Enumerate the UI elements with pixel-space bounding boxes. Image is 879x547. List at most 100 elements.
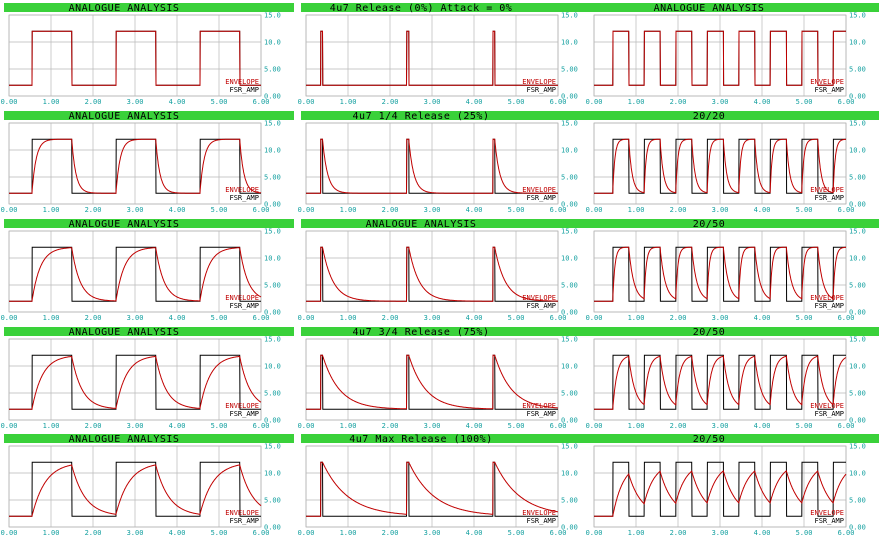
y-tick-label: 15.0 (264, 120, 281, 128)
chart-svg: ANALOGUE ANALYSIS 0.00 1.00 2.00 3.00 4.00 5.0… (1, 111, 294, 214)
chart-svg: 4u7 Max Release (100%) 0.00 1.00 2.00 3.00 4.… (298, 434, 591, 537)
legend-envelope: ENVELOPE (522, 294, 556, 302)
y-tick-label: 15.0 (561, 443, 578, 451)
legend-fsr-amp: FSR_AMP (526, 302, 556, 310)
x-tick-label: 2.00 (670, 529, 687, 537)
x-tick-label: 5.00 (211, 314, 228, 322)
chart-panel: 20/20 0.00 1.00 2.00 3.00 4.00 5.00 6.00 0.00 5.0… (586, 111, 879, 217)
y-tick-label: 10.0 (561, 470, 578, 478)
chart-svg: 20/200.00 1.00 2.00 3.00 4.00 5.00 6.000.005.0… (586, 111, 879, 214)
legend-fsr-amp: FSR_AMP (229, 410, 259, 418)
title-bar (301, 111, 591, 120)
x-tick-label: 1.00 (628, 206, 645, 214)
x-tick-label: 3.00 (712, 98, 729, 106)
chart-svg: ANALOGUE ANALYSIS 0.00 1.00 2.00 3.00 4.00 5.0… (1, 434, 294, 537)
y-tick-label: 0.00 (264, 524, 281, 532)
x-tick-label: 4.00 (754, 422, 771, 430)
title-bar (4, 111, 294, 120)
x-tick-label: 0.00 (586, 422, 603, 430)
x-tick-label: 5.00 (211, 422, 228, 430)
y-tick-label: 15.0 (264, 12, 281, 20)
envelope-series-line (306, 246, 558, 302)
x-tick-label: 6.00 (550, 98, 567, 106)
legend-envelope: ENVELOPE (810, 509, 844, 517)
y-tick-label: 15.0 (849, 228, 866, 236)
x-tick-label: 4.00 (754, 529, 771, 537)
chart-panel: 20/50 0.00 1.00 2.00 3.00 4.00 5.00 6.00 0.00 5.0… (586, 434, 879, 540)
legend-envelope: ENVELOPE (522, 186, 556, 194)
x-tick-label: 6.00 (550, 422, 567, 430)
x-tick-label: 1.00 (340, 314, 357, 322)
y-tick-label: 5.00 (849, 174, 866, 182)
title-bar (4, 434, 294, 443)
chart-svg: 4u7 3/4 Release (75%) 0.00 1.00 2.00 3.00 4.0… (298, 327, 591, 430)
x-tick-label: 0.00 (1, 206, 18, 214)
x-tick-label: 2.00 (85, 529, 102, 537)
y-tick-label: 0.00 (264, 309, 281, 317)
x-tick-label: 5.00 (508, 529, 525, 537)
y-tick-label: 5.00 (264, 497, 281, 505)
fsr-amp-series-line (9, 354, 261, 410)
x-tick-label: 2.00 (670, 422, 687, 430)
x-tick-label: 4.00 (169, 422, 186, 430)
legend-fsr-amp: FSR_AMP (229, 194, 259, 202)
x-tick-label: 5.00 (508, 422, 525, 430)
x-tick-label: 3.00 (424, 314, 441, 322)
y-tick-label: 5.00 (849, 390, 866, 398)
chart-panel: 20/50 0.00 1.00 2.00 3.00 4.00 5.00 6.00 0.00 5.0… (586, 327, 879, 433)
x-tick-label: 6.00 (838, 314, 855, 322)
legend-fsr-amp: FSR_AMP (814, 194, 844, 202)
chart-title: 20/50 (693, 327, 726, 338)
x-tick-label: 1.00 (43, 422, 60, 430)
x-tick-label: 6.00 (838, 529, 855, 537)
x-tick-label: 0.00 (298, 529, 315, 537)
y-tick-label: 15.0 (264, 443, 281, 451)
x-tick-label: 3.00 (712, 314, 729, 322)
y-tick-label: 0.00 (264, 417, 281, 425)
x-tick-label: 0.00 (586, 206, 603, 214)
legend-fsr-amp: FSR_AMP (526, 410, 556, 418)
y-tick-label: 0.00 (849, 524, 866, 532)
x-tick-label: 4.00 (169, 206, 186, 214)
envelope-series-line (594, 30, 846, 86)
title-bar (4, 327, 294, 336)
envelope-series-line (9, 355, 262, 410)
x-tick-label: 0.00 (1, 98, 18, 106)
fsr-amp-series-line (9, 461, 261, 517)
fsr-amp-series-line (9, 246, 261, 302)
y-tick-label: 10.0 (561, 39, 578, 47)
legend-fsr-amp: FSR_AMP (814, 86, 844, 94)
x-tick-label: 5.00 (796, 206, 813, 214)
y-tick-label: 5.00 (561, 282, 578, 290)
title-bar (589, 219, 879, 228)
x-tick-label: 4.00 (754, 98, 771, 106)
y-tick-label: 5.00 (849, 66, 866, 74)
y-tick-label: 15.0 (561, 228, 578, 236)
legend-fsr-amp: FSR_AMP (526, 86, 556, 94)
chart-title: 4u7 Max Release (100%) (349, 434, 492, 445)
title-bar (589, 434, 879, 443)
y-tick-label: 0.00 (561, 93, 578, 101)
chart-title: ANALOGUE ANALYSIS (69, 327, 180, 338)
x-tick-label: 3.00 (127, 206, 144, 214)
chart-svg: ANALOGUE ANALYSIS 0.00 1.00 2.00 3.00 4.00 5.0… (298, 219, 591, 322)
envelope-series-line (9, 138, 262, 194)
chart-panel: ANALOGUE ANALYSIS 0.00 1.00 2.00 3.00 4.00 5.0… (1, 219, 294, 325)
x-tick-label: 3.00 (127, 314, 144, 322)
x-tick-label: 2.00 (85, 314, 102, 322)
x-tick-label: 4.00 (754, 314, 771, 322)
y-tick-label: 15.0 (264, 336, 281, 344)
y-tick-label: 0.00 (561, 309, 578, 317)
x-tick-label: 2.00 (85, 98, 102, 106)
y-tick-label: 0.00 (561, 524, 578, 532)
envelope-series-line (9, 464, 262, 517)
x-tick-label: 0.00 (586, 314, 603, 322)
y-tick-label: 0.00 (264, 201, 281, 209)
y-tick-label: 10.0 (264, 363, 281, 371)
y-tick-label: 10.0 (264, 39, 281, 47)
x-tick-label: 1.00 (43, 314, 60, 322)
chart-title: 4u7 3/4 Release (75%) (353, 327, 490, 338)
title-bar (589, 3, 879, 12)
title-bar (589, 111, 879, 120)
y-tick-label: 15.0 (849, 12, 866, 20)
